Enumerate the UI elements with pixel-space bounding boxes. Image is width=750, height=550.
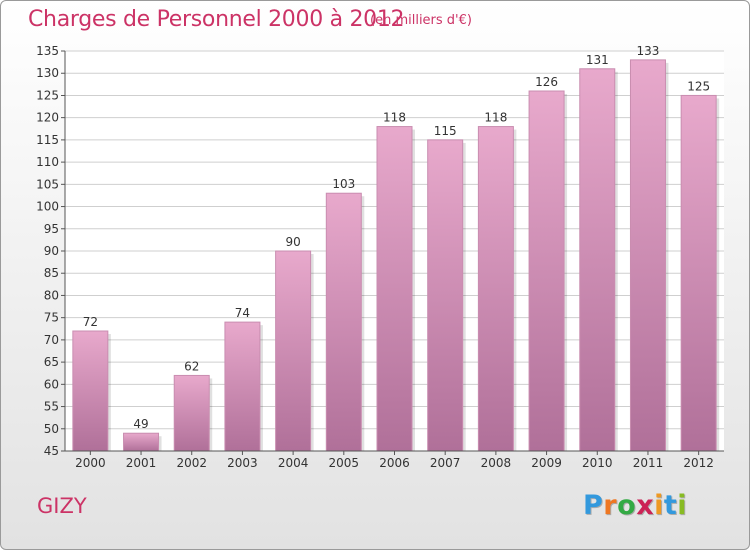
x-tick-label: 2011 [633,456,664,470]
bar [173,374,210,452]
data-label: 118 [484,111,507,125]
logo-letter: r [603,490,618,521]
x-tick-label: 2010 [582,456,613,470]
bar [325,192,362,452]
y-tick-label: 135 [36,44,59,58]
chart-title: Charges de Personnel 2000 à 2012 [28,7,405,32]
y-tick-label: 80 [44,288,59,302]
y-tick-label: 90 [44,244,59,258]
x-tick-label: 2004 [278,456,309,470]
bar [123,432,160,452]
data-label: 74 [235,306,250,320]
x-tick-label: 2000 [75,456,106,470]
logo-letter: i [654,490,664,521]
y-tick-label: 65 [44,355,59,369]
x-tick-label: 2001 [126,456,157,470]
y-tick-label: 120 [36,111,59,125]
data-label: 103 [332,177,355,191]
data-label: 49 [133,417,148,431]
data-label: 131 [586,53,609,67]
x-tick-label: 2009 [531,456,562,470]
bar [376,126,413,452]
y-tick-label: 60 [44,377,59,391]
logo-letter: x [636,490,655,521]
y-tick-label: 125 [36,88,59,102]
data-label: 118 [383,111,406,125]
bar [579,68,616,452]
x-tick-label: 2003 [227,456,258,470]
data-label: 90 [285,235,300,249]
y-tick-label: 85 [44,266,59,280]
logo-letter: i [677,490,688,521]
logo-letter: o [617,490,637,521]
bar [528,90,565,452]
y-tick-label: 75 [44,311,59,325]
y-tick-label: 110 [36,155,59,169]
x-tick-label: 2002 [176,456,207,470]
y-tick-label: 70 [44,333,59,347]
bar [680,94,717,452]
commune-name: GIZY [37,494,87,518]
y-tick-label: 105 [36,177,59,191]
logo-letter: P [583,490,604,521]
bar [629,59,666,452]
y-tick-label: 45 [44,444,59,458]
x-tick-label: 2012 [683,456,714,470]
data-label: 133 [637,44,660,58]
bar [224,321,261,452]
x-tick-label: 2006 [379,456,410,470]
y-tick-label: 95 [44,222,59,236]
chart-subtitle: (en milliers d'€) [370,13,472,28]
y-tick-label: 55 [44,400,59,414]
x-tick-label: 2008 [481,456,512,470]
data-label: 125 [687,79,710,93]
bar [72,330,109,452]
y-tick-label: 115 [36,133,59,147]
data-label: 115 [434,124,457,138]
x-tick-label: 2005 [329,456,360,470]
logo-letter: t [663,490,678,521]
proxiti-logo: Proxiti [583,490,687,521]
data-label: 126 [535,75,558,89]
data-label: 62 [184,359,199,373]
y-tick-label: 100 [36,200,59,214]
bar [275,250,312,452]
x-tick-label: 2007 [430,456,461,470]
data-label: 72 [83,315,98,329]
bar [427,139,464,452]
bar [477,126,514,452]
y-tick-label: 130 [36,66,59,80]
y-tick-label: 50 [44,422,59,436]
